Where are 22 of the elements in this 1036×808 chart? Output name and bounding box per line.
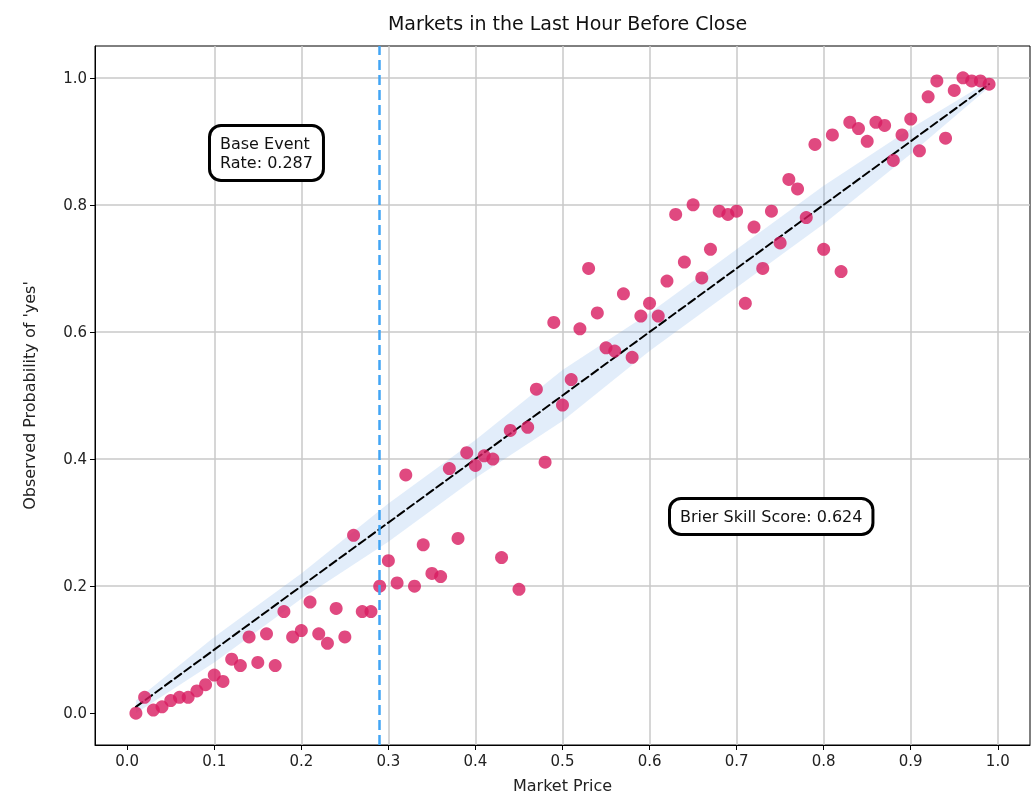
x-tick-label: 0.2	[289, 751, 314, 770]
y-axis-title: Observed Probability of 'yes'	[19, 281, 39, 510]
x-tick-label: 0.9	[898, 751, 923, 770]
annotation: Base Event Rate: 0.287	[220, 134, 313, 172]
y-tick-label: 0.4	[63, 450, 87, 469]
annotation: Brier Skill Score: 0.624	[680, 507, 863, 526]
chart-title: Markets in the Last Hour Before Close	[387, 11, 748, 34]
x-tick-label: 0.5	[550, 751, 575, 770]
y-tick-label: 0.2	[63, 577, 87, 596]
x-tick-label: 1.0	[985, 751, 1010, 770]
x-tick-label: 0.8	[811, 751, 836, 770]
y-tick-label: 0.6	[63, 322, 87, 341]
x-tick-label: 0.7	[724, 751, 749, 770]
y-tick-label: 0.0	[63, 704, 87, 723]
y-tick-label: 0.8	[63, 195, 87, 214]
x-tick-label: 0.0	[115, 751, 140, 770]
y-tick-label: 1.0	[63, 68, 87, 87]
x-tick-label: 0.3	[376, 751, 401, 770]
x-axis-title: Market Price	[512, 775, 613, 795]
x-tick-label: 0.1	[202, 751, 227, 770]
x-tick-label: 0.4	[463, 751, 488, 770]
x-tick-label: 0.6	[637, 751, 662, 770]
